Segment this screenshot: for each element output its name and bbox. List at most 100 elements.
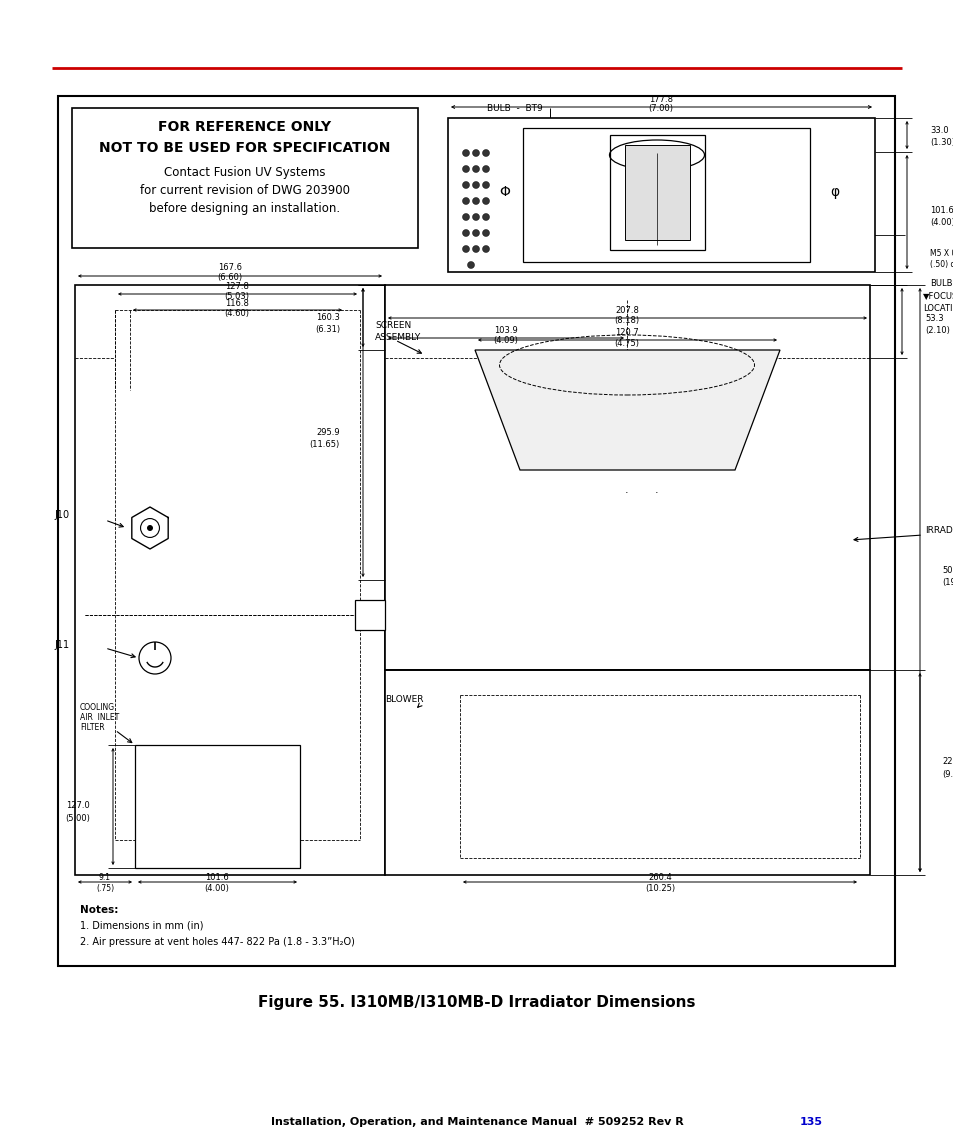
Text: ▼FOCUS: ▼FOCUS [923, 292, 953, 300]
Text: 260.4: 260.4 [647, 872, 671, 882]
Circle shape [472, 166, 479, 173]
Text: Φ: Φ [499, 185, 510, 199]
Text: (4.60): (4.60) [224, 308, 250, 317]
Circle shape [462, 213, 469, 221]
Text: (.50) deep (4): (.50) deep (4) [929, 260, 953, 268]
Text: 116.8: 116.8 [225, 299, 249, 308]
Bar [522, 128, 809, 262]
Text: before designing an installation.: before designing an installation. [150, 202, 340, 214]
Text: M5 X 0.8 x 12: M5 X 0.8 x 12 [929, 248, 953, 258]
Text: (1.30): (1.30) [929, 137, 953, 147]
Text: .: . [624, 485, 628, 495]
Text: 127.8: 127.8 [225, 282, 249, 291]
Text: 103.9: 103.9 [494, 325, 517, 334]
Text: 127.0: 127.0 [66, 802, 90, 811]
Text: SCREEN: SCREEN [375, 321, 411, 330]
Text: (5.03): (5.03) [224, 292, 250, 300]
Text: 120.7: 120.7 [615, 327, 639, 337]
Text: for current revision of DWG 203900: for current revision of DWG 203900 [140, 183, 350, 197]
Circle shape [462, 229, 469, 237]
Text: (9.00): (9.00) [941, 769, 953, 779]
Text: 101.6: 101.6 [929, 205, 953, 214]
Text: 160.3: 160.3 [315, 313, 339, 322]
Text: (19.90): (19.90) [941, 577, 953, 586]
Bar [385, 670, 869, 875]
Circle shape [482, 166, 489, 173]
Text: FOR REFERENCE ONLY: FOR REFERENCE ONLY [158, 120, 332, 134]
Text: 1. Dimensions in mm (in): 1. Dimensions in mm (in) [80, 921, 203, 931]
Text: (6.60): (6.60) [217, 273, 242, 282]
Bar [448, 118, 874, 273]
Text: (10.25): (10.25) [644, 884, 675, 892]
Text: BULB: BULB [929, 278, 951, 287]
Bar [135, 745, 299, 868]
Circle shape [482, 229, 489, 237]
Circle shape [472, 182, 479, 189]
Text: IRRADIATOR: IRRADIATOR [924, 526, 953, 535]
Text: BLOWER: BLOWER [385, 695, 423, 704]
Text: (4.00): (4.00) [929, 218, 953, 227]
Bar [58, 96, 894, 966]
Text: Installation, Operation, and Maintenance Manual  # 509252 Rev R: Installation, Operation, and Maintenance… [271, 1118, 682, 1127]
Text: .: . [655, 485, 659, 495]
Text: 505.5: 505.5 [941, 566, 953, 575]
Circle shape [462, 245, 469, 253]
Text: (5.00): (5.00) [65, 813, 90, 822]
Text: Notes:: Notes: [80, 905, 118, 915]
Text: 167.6: 167.6 [218, 262, 242, 271]
Text: 53.3: 53.3 [924, 314, 943, 323]
Circle shape [462, 166, 469, 173]
Bar [609, 135, 704, 250]
Text: 207.8: 207.8 [615, 306, 639, 315]
Circle shape [467, 261, 474, 268]
Circle shape [482, 197, 489, 205]
Text: NOT TO BE USED FOR SPECIFICATION: NOT TO BE USED FOR SPECIFICATION [99, 141, 391, 155]
Text: FILTER: FILTER [80, 724, 105, 733]
Circle shape [462, 150, 469, 157]
Text: (6.31): (6.31) [314, 324, 339, 333]
Circle shape [482, 245, 489, 253]
Text: (4.00): (4.00) [204, 884, 230, 892]
Polygon shape [475, 350, 780, 469]
Text: ASSEMBLY: ASSEMBLY [375, 332, 421, 341]
Circle shape [147, 526, 152, 531]
Circle shape [462, 182, 469, 189]
Text: φ: φ [829, 185, 839, 199]
Text: (8.18): (8.18) [614, 316, 639, 324]
Bar [624, 145, 689, 240]
Text: LOCATION: LOCATION [923, 303, 953, 313]
Bar [355, 600, 385, 630]
Text: Contact Fusion UV Systems: Contact Fusion UV Systems [164, 166, 325, 179]
Circle shape [482, 213, 489, 221]
Text: COOLING: COOLING [80, 703, 115, 712]
Text: 135: 135 [800, 1118, 822, 1127]
Text: AIR  INLET: AIR INLET [80, 713, 119, 722]
Text: (.75): (.75) [96, 884, 114, 892]
Text: BULB  -  BT9: BULB - BT9 [487, 103, 542, 112]
Bar [71, 108, 417, 248]
Text: 2. Air pressure at vent holes 447- 822 Pa (1.8 - 3.3”H₂O): 2. Air pressure at vent holes 447- 822 P… [80, 937, 355, 947]
Bar [75, 285, 385, 875]
Circle shape [482, 150, 489, 157]
Bar [385, 285, 869, 670]
Text: 295.9: 295.9 [316, 427, 339, 436]
Text: (7.00): (7.00) [648, 103, 673, 112]
Text: (2.10): (2.10) [924, 325, 949, 334]
Circle shape [462, 197, 469, 205]
Circle shape [472, 197, 479, 205]
Text: 9.1: 9.1 [99, 872, 111, 882]
Text: J11: J11 [55, 640, 70, 650]
Circle shape [472, 229, 479, 237]
Text: 33.0: 33.0 [929, 126, 947, 134]
Circle shape [472, 213, 479, 221]
Circle shape [472, 245, 479, 253]
Circle shape [472, 150, 479, 157]
Text: 101.6: 101.6 [205, 872, 229, 882]
Text: (4.75): (4.75) [614, 339, 639, 347]
Text: J10: J10 [55, 510, 70, 520]
Text: 177.8: 177.8 [648, 95, 672, 103]
Text: 228.6: 228.6 [941, 758, 953, 766]
Text: Figure 55. I310MB/I310MB-D Irradiator Dimensions: Figure 55. I310MB/I310MB-D Irradiator Di… [258, 995, 695, 1010]
Text: (4.09): (4.09) [493, 335, 517, 345]
Text: (11.65): (11.65) [310, 440, 339, 449]
